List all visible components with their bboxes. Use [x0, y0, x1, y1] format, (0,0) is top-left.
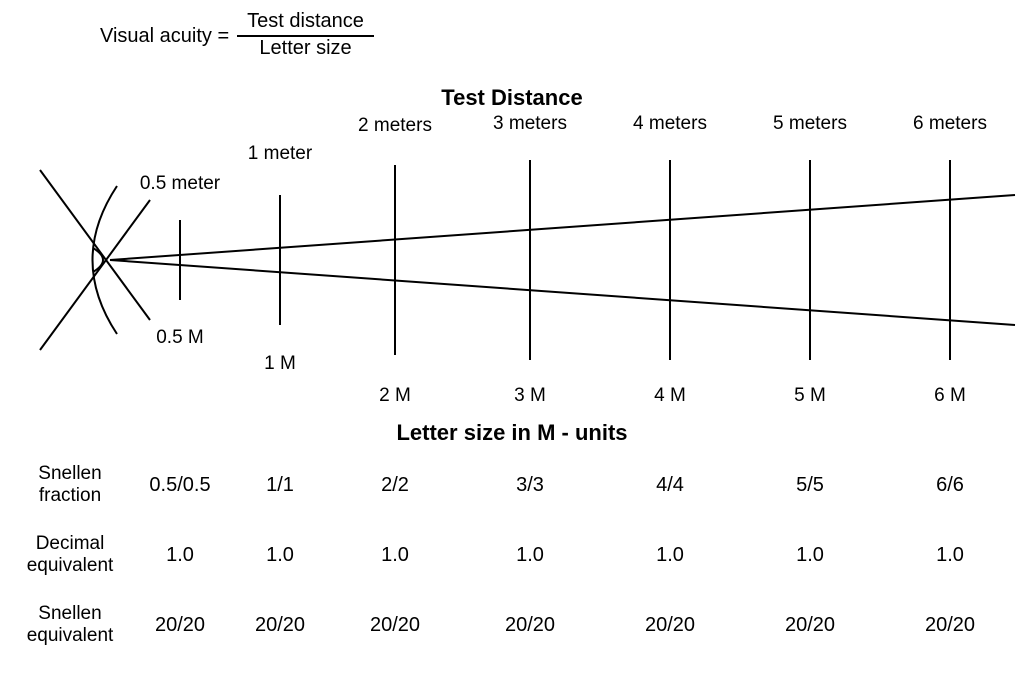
- cell-r2-c4: 20/20: [645, 614, 695, 637]
- cell-r0-c0: 0.5/0.5: [149, 474, 210, 497]
- row-label-1: Decimalequivalent: [10, 533, 130, 577]
- distance-label-5: 5 meters: [773, 113, 847, 135]
- cell-r0-c4: 4/4: [656, 474, 684, 497]
- cell-r0-c1: 1/1: [266, 474, 294, 497]
- lettersize-label-3: 3 M: [514, 385, 546, 407]
- cell-r2-c5: 20/20: [785, 614, 835, 637]
- row-label-0: Snellenfraction: [10, 463, 130, 507]
- ray-top: [110, 195, 1015, 260]
- visual-acuity-diagram: Visual acuity = Test distance Letter siz…: [0, 0, 1024, 687]
- lettersize-label-0: 0.5 M: [156, 327, 204, 349]
- distance-label-4: 4 meters: [633, 113, 707, 135]
- eye-outer-bot: [40, 200, 150, 350]
- lettersize-label-5: 5 M: [794, 385, 826, 407]
- distance-label-6: 6 meters: [913, 113, 987, 135]
- cell-r2-c6: 20/20: [925, 614, 975, 637]
- cell-r1-c5: 1.0: [796, 544, 824, 567]
- cell-r1-c0: 1.0: [166, 544, 194, 567]
- cell-r0-c5: 5/5: [796, 474, 824, 497]
- cell-r1-c4: 1.0: [656, 544, 684, 567]
- cell-r0-c3: 3/3: [516, 474, 544, 497]
- lettersize-label-4: 4 M: [654, 385, 686, 407]
- lettersize-label-6: 6 M: [934, 385, 966, 407]
- distance-label-1: 1 meter: [248, 143, 312, 165]
- cell-r0-c6: 6/6: [936, 474, 964, 497]
- cell-r1-c1: 1.0: [266, 544, 294, 567]
- distance-label-3: 3 meters: [493, 113, 567, 135]
- cell-r2-c2: 20/20: [370, 614, 420, 637]
- ray-bottom: [110, 260, 1015, 325]
- cell-r2-c0: 20/20: [155, 614, 205, 637]
- cell-r2-c1: 20/20: [255, 614, 305, 637]
- cell-r1-c2: 1.0: [381, 544, 409, 567]
- eye-lens: [93, 248, 103, 272]
- eye-outer-top: [40, 170, 150, 320]
- title-letter-size: Letter size in M - units: [0, 420, 1024, 446]
- cell-r1-c6: 1.0: [936, 544, 964, 567]
- distance-label-2: 2 meters: [358, 115, 432, 137]
- cell-r2-c3: 20/20: [505, 614, 555, 637]
- cell-r0-c2: 2/2: [381, 474, 409, 497]
- lettersize-label-1: 1 M: [264, 353, 296, 375]
- tick-lines: [180, 160, 950, 360]
- distance-label-0: 0.5 meter: [140, 173, 220, 195]
- cell-r1-c3: 1.0: [516, 544, 544, 567]
- row-label-2: Snellenequivalent: [10, 603, 130, 647]
- lettersize-label-2: 2 M: [379, 385, 411, 407]
- diagram-svg: [0, 0, 1024, 687]
